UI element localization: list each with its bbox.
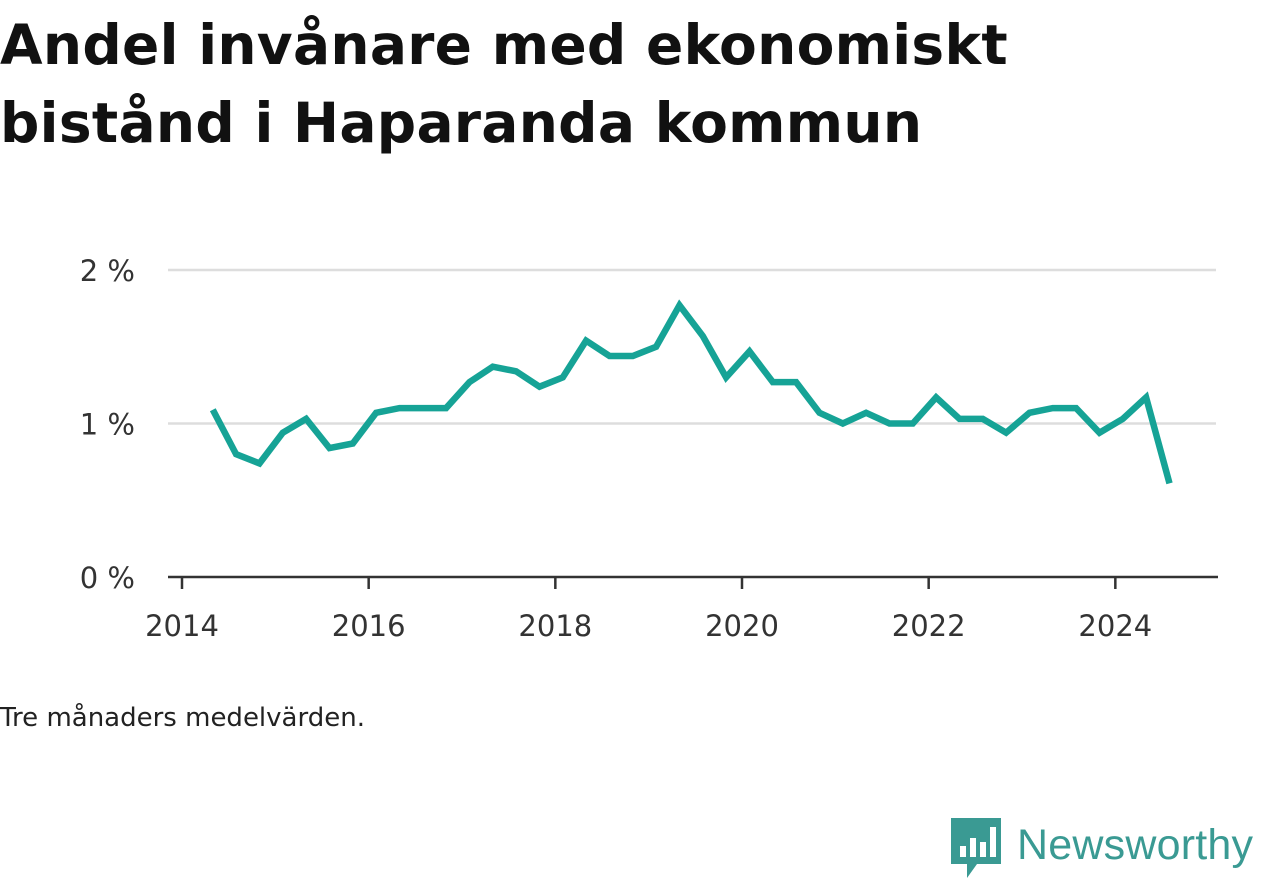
data-point — [793, 379, 799, 385]
data-point — [1026, 410, 1032, 416]
data-point — [980, 416, 986, 422]
bar-chart-speech-bubble-icon — [951, 818, 1001, 878]
data-point — [933, 394, 939, 400]
data-point — [723, 374, 729, 380]
x-tick-label: 2016 — [332, 609, 406, 643]
data-point — [1096, 430, 1102, 436]
data-point — [583, 337, 589, 343]
y-tick-label: 2 % — [80, 254, 135, 288]
data-point — [770, 379, 776, 385]
data-point — [443, 405, 449, 411]
data-point — [863, 410, 869, 416]
line-chart: 0 % 1 % 2 % 2014 2016 2018 2020 2022 2024 — [80, 254, 1218, 643]
data-point — [956, 416, 962, 422]
x-tick-label: 2020 — [705, 609, 779, 643]
x-tick-label: 2024 — [1078, 609, 1152, 643]
data-point — [536, 384, 542, 390]
x-axis-tick-labels: 2014 2016 2018 2020 2022 2024 — [145, 609, 1152, 643]
data-point — [676, 302, 682, 308]
gridlines — [168, 268, 1216, 425]
data-point — [606, 353, 612, 359]
data-point — [910, 420, 916, 426]
y-axis-tick-labels: 0 % 1 % 2 % — [80, 254, 135, 595]
data-point — [303, 416, 309, 422]
x-tick-label: 2022 — [892, 609, 966, 643]
brand-name: Newsworthy — [1017, 821, 1254, 869]
y-tick-label: 1 % — [80, 408, 135, 442]
series-group — [209, 299, 1173, 486]
data-point — [560, 374, 566, 380]
x-tick-label: 2014 — [145, 609, 219, 643]
data-point — [256, 460, 262, 466]
data-point — [490, 364, 496, 370]
data-point — [1003, 430, 1009, 436]
data-point — [326, 445, 332, 451]
data-point — [466, 379, 472, 385]
data-point — [1050, 405, 1056, 411]
data-point — [840, 420, 846, 426]
data-point — [233, 451, 239, 457]
data-point — [1143, 394, 1149, 400]
data-point — [886, 420, 892, 426]
x-tick-label: 2018 — [518, 609, 592, 643]
data-point — [1120, 416, 1126, 422]
data-point — [373, 410, 379, 416]
y-tick-label: 0 % — [80, 561, 135, 595]
x-axis — [168, 575, 1218, 589]
data-point — [746, 348, 752, 354]
data-point — [1166, 480, 1172, 486]
data-point — [653, 344, 659, 350]
data-point — [350, 440, 356, 446]
data-point — [396, 405, 402, 411]
data-point — [1073, 405, 1079, 411]
chart-footnote: Tre månaders medelvärden. — [0, 703, 365, 733]
data-point — [513, 368, 519, 374]
data-point — [630, 353, 636, 359]
data-point — [210, 407, 216, 413]
newsworthy-brand: Newsworthy — [951, 818, 1253, 878]
series-line-0 — [209, 299, 1173, 485]
data-point — [280, 430, 286, 436]
data-point — [420, 405, 426, 411]
chart-title: Andel invånare med ekonomiskt bistånd i … — [0, 13, 1008, 155]
data-point — [700, 333, 706, 339]
data-point — [816, 410, 822, 416]
